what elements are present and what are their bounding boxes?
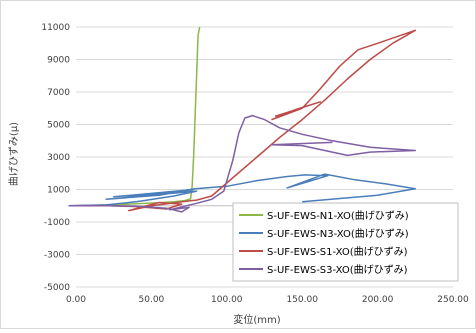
x-axis-title: 変位(mm)	[233, 313, 280, 326]
series-line-4	[68, 114, 417, 213]
legend-label-3: S-UF-EWS-S1-XO(曲げひずみ)	[267, 246, 408, 258]
y-tick-label: 9000	[47, 56, 70, 66]
y-tick-label: 5000	[47, 121, 70, 131]
legend: S-UF-EWS-N1-XO(曲げひずみ) S-UF-EWS-N3-XO(曲げひず…	[232, 202, 459, 282]
legend-label-4: S-UF-EWS-S3-XO(曲げひずみ)	[267, 264, 408, 276]
x-tick-label: 50.00	[139, 295, 165, 305]
series-line-2	[68, 173, 417, 207]
y-tick-label: 3000	[47, 153, 70, 163]
series-line-1	[68, 26, 201, 207]
x-tick-label: 0.00	[66, 295, 86, 305]
legend-label-2: S-UF-EWS-N3-XO(曲げひずみ)	[267, 228, 409, 240]
y-tick-label: -1000	[44, 218, 70, 228]
x-tick-label: 200.00	[362, 295, 394, 305]
x-tick-label: 100.00	[211, 295, 243, 305]
x-tick-label: 150.00	[286, 295, 318, 305]
y-tick-label: 1000	[47, 186, 70, 196]
x-tick-label: 250.00	[437, 295, 469, 305]
series-line-3	[68, 29, 417, 212]
y-tick-label: -3000	[44, 251, 70, 261]
y-tick-label: 11000	[41, 23, 70, 33]
series-lines	[68, 26, 417, 213]
legend-box	[232, 202, 459, 282]
legend-label-1: S-UF-EWS-N1-XO(曲げひずみ)	[267, 210, 409, 222]
y-axis-title: 曲げひずみ(μ)	[8, 122, 20, 186]
y-tick-label: -5000	[44, 283, 70, 293]
y-tick-label: 7000	[47, 88, 70, 98]
